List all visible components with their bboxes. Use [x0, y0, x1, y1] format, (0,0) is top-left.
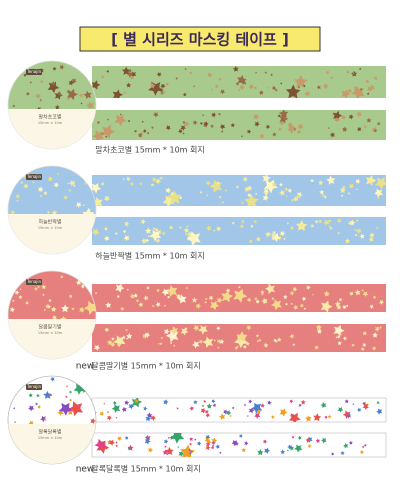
title: [ 별 시리즈 마스킹 테이프 ] [111, 31, 289, 49]
brand-tag [26, 384, 42, 390]
new-badge: new [76, 362, 95, 372]
star-decoration [22, 272, 26, 276]
star-decoration [22, 168, 26, 172]
tape-strip [92, 217, 386, 245]
caption: 말차초코별 15mm * 10m 회지 [95, 145, 204, 155]
brand: Tenajin [26, 69, 41, 74]
brand: Tenajin [26, 279, 41, 284]
caption: 알록달록별 15mm * 10m 회지 [91, 464, 200, 474]
star-decoration [9, 282, 18, 290]
brand: Tenajin [26, 174, 41, 179]
roll-size: 15mm × 10m [38, 226, 63, 230]
tape-strip [92, 110, 386, 140]
caption: 하늘반짝별 15mm * 10m 회지 [95, 251, 204, 261]
brand-tag [26, 69, 42, 75]
star-decoration [77, 62, 84, 69]
star-decoration [84, 175, 88, 179]
star-decoration [82, 376, 96, 388]
roll-name: 말차초코별 [38, 114, 61, 121]
new-badge: new [76, 465, 95, 475]
title-box [79, 26, 321, 52]
star-decoration [16, 376, 25, 385]
tape-strip [92, 175, 386, 206]
brand: Tenajin [26, 384, 41, 389]
roll-name: 달콤딸기별 [38, 324, 61, 331]
caption: 달콤딸기별 15mm * 10m 회지 [91, 361, 200, 371]
roll-name: 알록달록별 [38, 429, 61, 436]
brand-tag [26, 279, 42, 285]
star-decoration [82, 380, 86, 384]
roll-name: 하늘반짝별 [38, 219, 61, 226]
tape-strip [91, 432, 387, 458]
roll-size: 15mm × 10m [38, 121, 63, 125]
roll-size: 15mm × 10m [38, 436, 63, 440]
brand-tag [26, 174, 42, 180]
star-decoration [9, 63, 15, 69]
roll-size: 15mm × 10m [38, 331, 63, 335]
